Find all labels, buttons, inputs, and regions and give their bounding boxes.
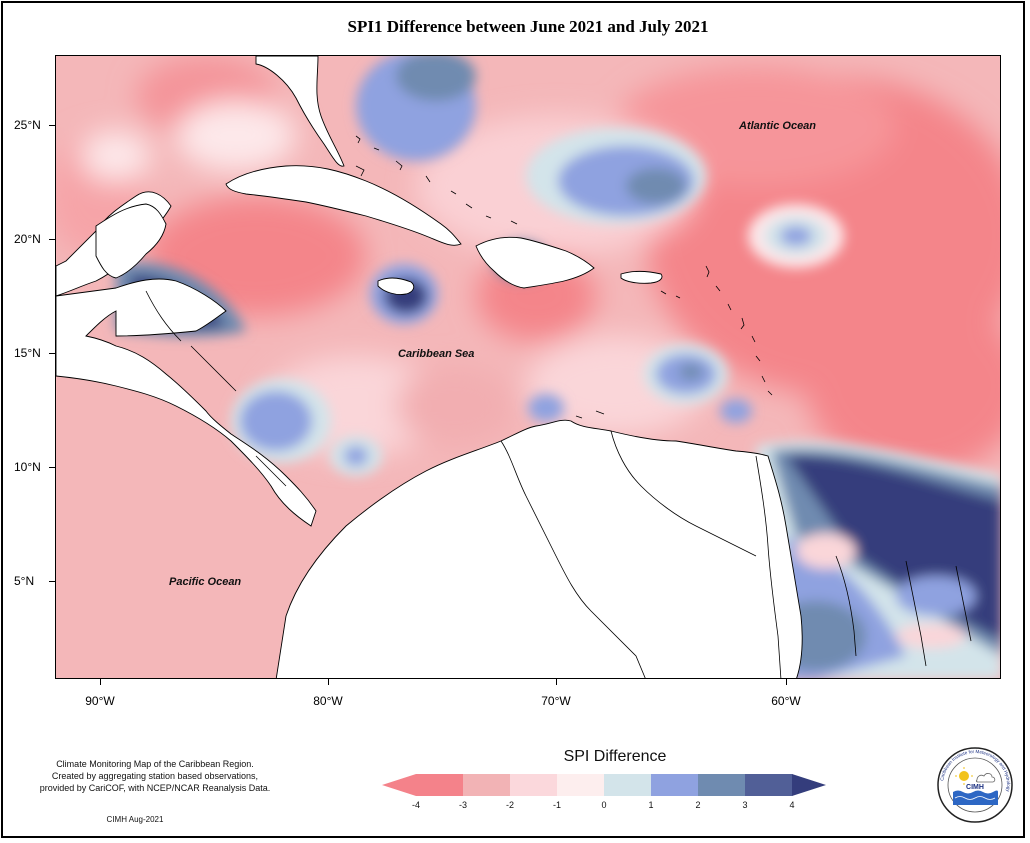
lon-label-90w: 90°W	[85, 694, 115, 708]
colorbar-cell	[463, 774, 511, 796]
lat-tick	[49, 125, 55, 126]
land-masks	[56, 56, 803, 678]
colorbar-cell	[745, 774, 793, 796]
colorbar-under-arrow	[382, 774, 416, 796]
island-outlines	[355, 135, 773, 419]
colorbar-over-arrow	[792, 774, 826, 796]
country-borders	[145, 290, 972, 678]
lon-tick	[786, 679, 787, 685]
credit-line-1: Climate Monitoring Map of the Caribbean …	[56, 759, 254, 769]
colorbar-cell	[651, 774, 699, 796]
colorbar-tick-label: 4	[789, 800, 795, 810]
colorbar-tick-label: -4	[411, 800, 420, 810]
lat-tick	[49, 239, 55, 240]
lat-label-25n: 25°N	[14, 118, 41, 132]
lon-label-70w: 70°W	[541, 694, 571, 708]
lat-tick	[49, 581, 55, 582]
lat-tick	[49, 467, 55, 468]
lon-label-80w: 80°W	[313, 694, 343, 708]
credit-line-2: Created by aggregating station based obs…	[51, 771, 259, 781]
colorbar-tick-label: 2	[695, 800, 701, 810]
colorbar-cell	[557, 774, 605, 796]
lon-tick	[328, 679, 329, 685]
colorbar-tick-label: -1	[552, 800, 561, 810]
lat-label-15n: 15°N	[14, 346, 41, 360]
lat-label-5n: 5°N	[14, 574, 35, 588]
lon-tick	[556, 679, 557, 685]
colorbar-tick-label: 1	[648, 800, 654, 810]
lon-label-60w: 60°W	[771, 694, 801, 708]
colorbar-cells	[416, 774, 793, 796]
credit-text: Climate Monitoring Map of the Caribbean …	[20, 758, 290, 794]
colorbar-cell	[416, 774, 464, 796]
lat-label-10n: 10°N	[14, 460, 41, 474]
colorbar-cell	[698, 774, 746, 796]
spi-map	[56, 56, 1000, 678]
credit-source: CIMH Aug-2021	[106, 815, 164, 824]
colorbar-tick-label: 0	[601, 800, 607, 810]
logo-text: CIMH	[966, 784, 984, 791]
lat-tick	[49, 353, 55, 354]
lon-tick	[100, 679, 101, 685]
colorbar-tick-label: 3	[742, 800, 748, 810]
label-atlantic-ocean: Atlantic Ocean	[739, 120, 817, 132]
label-pacific-ocean: Pacific Ocean	[169, 576, 242, 588]
colorbar-tick-label: -3	[458, 800, 467, 810]
colorbar-cell	[604, 774, 652, 796]
lat-label-20n: 20°N	[14, 232, 41, 246]
credit-line-3: provided by CariCOF, with NCEP/NCAR Rean…	[39, 783, 271, 793]
label-caribbean-sea: Caribbean Sea	[398, 348, 475, 360]
colorbar-tick-label: -2	[505, 800, 514, 810]
colorbar	[382, 774, 826, 796]
legend-title: SPI Difference	[563, 748, 667, 765]
field-features	[116, 56, 844, 476]
cimh-logo: CIMH Caribbean Institute for Meteorology…	[937, 747, 1013, 823]
colorbar-cell	[510, 774, 558, 796]
map-panel: Atlantic Ocean Caribbean Sea Pacific Oce…	[55, 55, 1001, 679]
map-title: SPI1 Difference between June 2021 and Ju…	[347, 17, 709, 36]
